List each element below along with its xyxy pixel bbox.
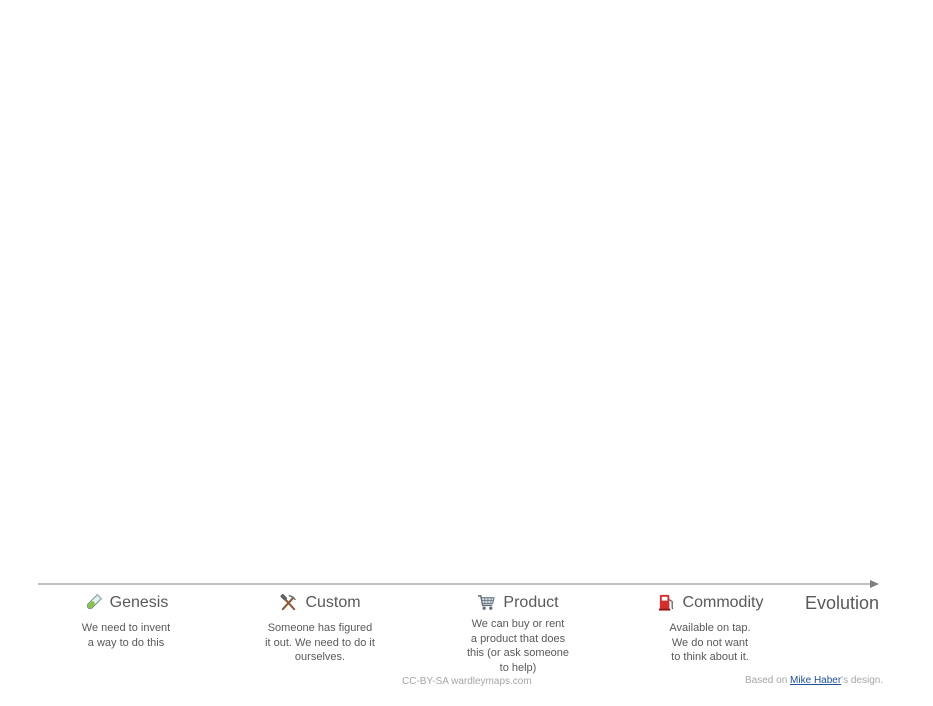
- stage-commodity: Commodity Available on tap. We do not wa…: [650, 593, 770, 665]
- stage-product: Product We can buy or rent a product tha…: [458, 593, 578, 675]
- evolution-axis-arrowhead: [870, 580, 879, 588]
- stage-genesis-title: Genesis: [84, 593, 169, 612]
- stage-genesis-description: We need to invent a way to do this: [81, 622, 171, 649]
- stage-product-description: We can buy or rent a product that does t…: [466, 618, 570, 674]
- stage-product-title: Product: [477, 593, 559, 612]
- stage-commodity-name: Commodity: [682, 593, 764, 611]
- design-credit: Based on Mike Haber's design.: [745, 675, 883, 686]
- fuel-pump-icon: [657, 593, 676, 612]
- evolution-axis-label: Evolution: [805, 593, 880, 613]
- stage-custom-name: Custom: [305, 593, 361, 611]
- shopping-cart-icon: [477, 593, 496, 612]
- license-text: CC-BY-SA wardleymaps.com: [402, 676, 532, 687]
- credit-suffix: 's design.: [841, 675, 884, 686]
- credit-prefix: Based on: [745, 675, 791, 686]
- stage-commodity-title: Commodity: [657, 593, 764, 612]
- test-tube-icon: [84, 593, 103, 612]
- stage-custom-title: Custom: [279, 593, 361, 612]
- stage-product-name: Product: [503, 593, 559, 611]
- stage-genesis-name: Genesis: [109, 593, 169, 611]
- credit-author-link[interactable]: Mike Haber: [790, 675, 842, 686]
- stage-genesis: Genesis We need to invent a way to do th…: [76, 593, 176, 650]
- stage-custom-description: Someone has figured it out. We need to d…: [265, 622, 375, 663]
- hammer-and-pick-icon: [279, 593, 298, 612]
- stage-custom: Custom Someone has figured it out. We ne…: [260, 593, 380, 665]
- stage-commodity-description: Available on tap. We do not want to thin…: [669, 622, 751, 663]
